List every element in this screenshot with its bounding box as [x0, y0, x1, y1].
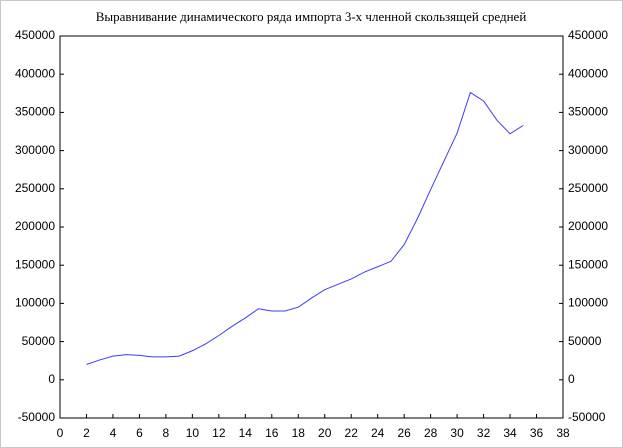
y-tick-label: -50000 [18, 410, 56, 424]
y-tick-label: 150000 [15, 257, 55, 271]
x-tick-label: 14 [239, 426, 253, 440]
x-tick-label: 2 [83, 426, 90, 440]
y-tick-label: 250000 [15, 181, 55, 195]
x-tick-label: 20 [318, 426, 332, 440]
y2-tick-label: 450000 [568, 28, 608, 42]
x-tick-label: 12 [212, 426, 226, 440]
y-tick-label: 450000 [15, 28, 55, 42]
y-tick-label: 100000 [15, 296, 55, 310]
y-tick-label: 350000 [15, 105, 55, 119]
y2-tick-label: 300000 [568, 143, 608, 157]
x-tick-label: 32 [477, 426, 491, 440]
y2-tick-label: 400000 [568, 66, 608, 80]
y2-tick-label: 100000 [568, 296, 608, 310]
y-tick-label: 0 [48, 372, 55, 386]
y2-tick-label: -50000 [568, 410, 606, 424]
x-tick-label: 6 [136, 426, 143, 440]
y2-tick-label: 50000 [568, 334, 602, 348]
x-tick-label: 26 [397, 426, 411, 440]
x-tick-label: 8 [163, 426, 170, 440]
y-tick-label: 400000 [15, 66, 55, 80]
x-tick-label: 18 [292, 426, 306, 440]
y2-tick-label: 0 [568, 372, 575, 386]
x-tick-label: 36 [530, 426, 544, 440]
y-tick-label: 300000 [15, 143, 55, 157]
y2-tick-label: 350000 [568, 105, 608, 119]
x-tick-label: 24 [371, 426, 385, 440]
data-line [86, 91, 524, 365]
x-tick-label: 34 [503, 426, 517, 440]
chart-title: Выравнивание динамического ряда импорта … [96, 9, 527, 24]
x-tick-label: 38 [556, 426, 570, 440]
x-tick-label: 16 [265, 426, 279, 440]
x-tick-label: 22 [345, 426, 359, 440]
y2-tick-label: 150000 [568, 257, 608, 271]
x-tick-label: 30 [450, 426, 464, 440]
x-tick-label: 4 [110, 426, 117, 440]
x-tick-label: 28 [424, 426, 438, 440]
x-tick-label: 0 [57, 426, 64, 440]
y2-tick-label: 200000 [568, 219, 608, 233]
y-tick-label: 200000 [15, 219, 55, 233]
y-tick-label: 50000 [22, 334, 56, 348]
x-tick-label: 10 [186, 426, 200, 440]
y2-tick-label: 250000 [568, 181, 608, 195]
